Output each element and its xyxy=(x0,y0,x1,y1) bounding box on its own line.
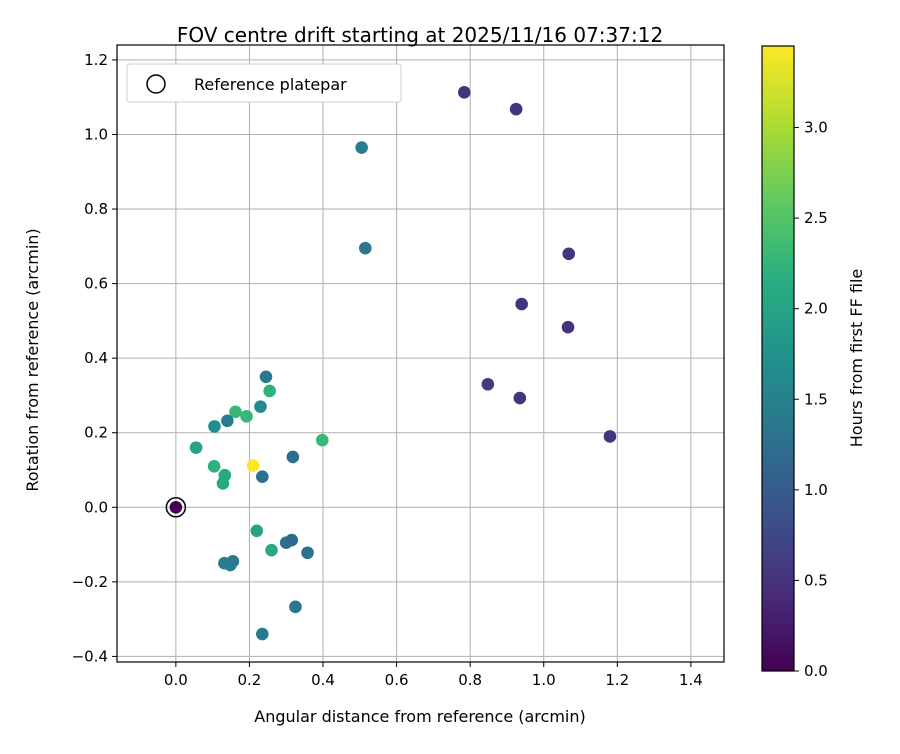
y-tick-label: 0.6 xyxy=(84,275,108,293)
legend-box xyxy=(126,63,402,103)
colorbar-label: Hours from first FF file xyxy=(847,269,866,448)
colorbar-tick-label: 3.0 xyxy=(804,119,828,137)
x-tick-label: 0.0 xyxy=(164,671,188,689)
chart-title: FOV centre drift starting at 2025/11/16 … xyxy=(177,23,663,47)
x-tick-label: 0.2 xyxy=(238,671,262,689)
x-tick-label: 1.0 xyxy=(532,671,556,689)
plot-frame xyxy=(116,44,725,663)
data-point xyxy=(289,600,302,614)
colorbar-tick-label: 0.5 xyxy=(804,571,828,589)
grid-lines xyxy=(117,45,724,662)
data-point xyxy=(208,420,221,433)
x-axis-label: Angular distance from reference (arcmin) xyxy=(254,707,585,726)
y-tick-label: 1.2 xyxy=(84,51,108,69)
data-point xyxy=(240,410,253,423)
data-point xyxy=(256,627,269,641)
legend: Reference platepar xyxy=(126,63,402,103)
data-point xyxy=(259,370,273,384)
legend-marker-icon xyxy=(146,74,166,94)
data-point xyxy=(229,405,242,419)
colorbar-tick-label: 1.0 xyxy=(804,481,828,499)
data-point xyxy=(286,450,300,464)
x-tick-label: 0.4 xyxy=(311,671,335,689)
data-point xyxy=(216,477,230,490)
y-tick-label: 0.2 xyxy=(84,424,108,442)
colorbar-gradient xyxy=(761,45,795,672)
y-tick-label: 0.4 xyxy=(84,349,108,367)
colorbar-tick-label: 1.5 xyxy=(804,390,828,408)
data-point xyxy=(221,414,234,428)
data-point xyxy=(263,384,276,398)
data-point xyxy=(285,533,299,547)
data-point xyxy=(561,320,575,334)
x-tick-label: 1.4 xyxy=(679,671,703,689)
y-tick-label: 0.0 xyxy=(84,498,108,516)
data-point xyxy=(513,391,527,405)
data-point xyxy=(265,543,278,557)
data-point xyxy=(315,433,329,447)
data-point xyxy=(301,546,314,560)
x-tick-label: 0.6 xyxy=(385,671,409,689)
y-axis-ticks: −0.4 −0.2 0.0 0.2 0.4 0.6 0.8 1.0 1.2 xyxy=(72,51,117,665)
data-point xyxy=(481,377,495,391)
colorbar-tick-label: 0.0 xyxy=(804,662,828,680)
data-point xyxy=(359,241,372,255)
y-tick-label: −0.4 xyxy=(72,647,108,665)
y-tick-label: 1.0 xyxy=(84,125,108,143)
x-axis-ticks: 0.0 0.2 0.4 0.6 0.8 1.0 1.2 1.4 xyxy=(164,662,703,689)
data-point xyxy=(562,247,576,261)
data-point xyxy=(254,400,267,413)
y-axis-label: Rotation from reference (arcmin) xyxy=(23,228,42,491)
data-point xyxy=(226,555,240,568)
data-point xyxy=(207,459,221,473)
colorbar-tick-label: 2.5 xyxy=(804,209,828,227)
colorbar-ticks: 0.0 0.5 1.0 1.5 2.0 2.5 3.0 xyxy=(794,119,828,680)
x-tick-label: 1.2 xyxy=(605,671,629,689)
data-point xyxy=(169,500,183,514)
data-point xyxy=(355,141,368,154)
data-point xyxy=(189,441,203,454)
data-point xyxy=(256,470,269,484)
legend-entry-reference: Reference platepar xyxy=(194,75,347,94)
data-point xyxy=(603,430,617,443)
reference-platepar-marker xyxy=(165,497,187,518)
data-points xyxy=(165,86,617,641)
data-point xyxy=(515,297,528,311)
y-tick-label: −0.2 xyxy=(72,573,108,591)
colorbar-tick-label: 2.0 xyxy=(804,300,828,318)
data-point xyxy=(250,524,264,538)
data-point xyxy=(457,86,471,99)
data-point xyxy=(509,102,523,116)
y-tick-label: 0.8 xyxy=(84,200,108,218)
colorbar: 0.0 0.5 1.0 1.5 2.0 2.5 3.0 Hours from first F… xyxy=(761,45,866,680)
data-point xyxy=(246,459,260,472)
x-tick-label: 0.8 xyxy=(458,671,482,689)
